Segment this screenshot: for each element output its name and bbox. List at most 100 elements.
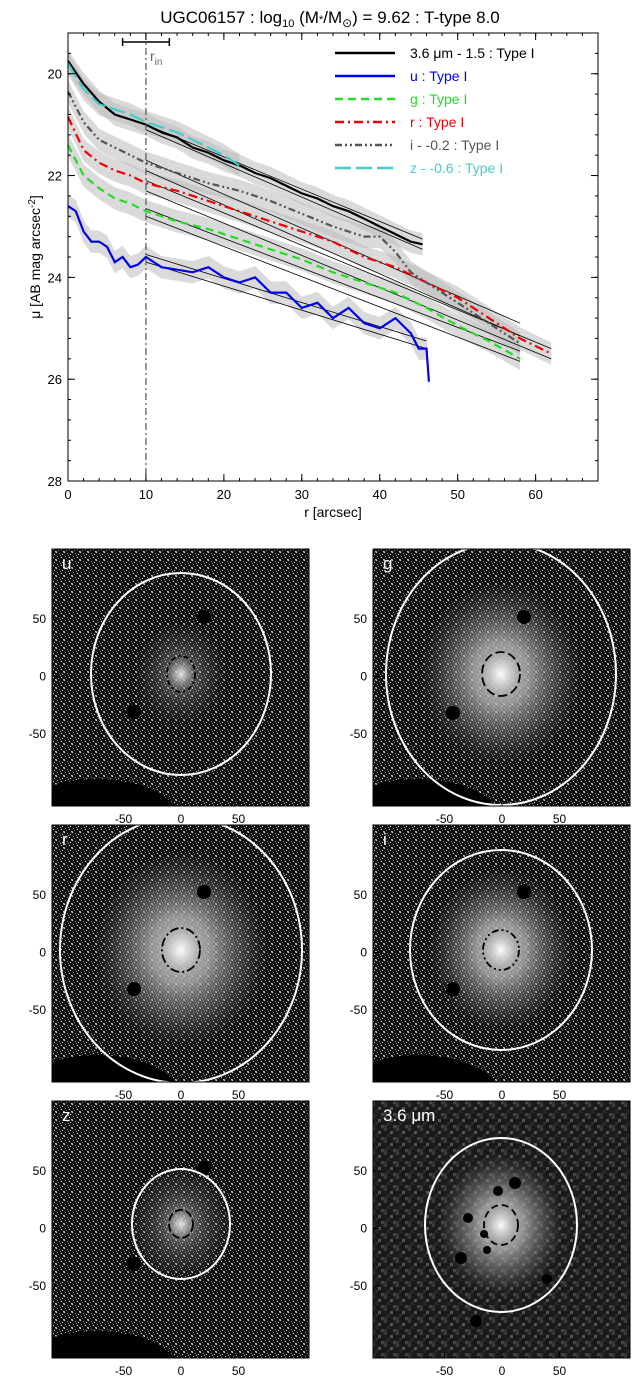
outer-ellipse <box>409 849 593 1051</box>
x-tick-label: 0 <box>64 487 71 502</box>
legend-label-1: u : Type I <box>410 68 467 84</box>
inner-ellipse <box>483 1204 519 1246</box>
masked-star-0 <box>197 1161 211 1175</box>
panel-y-tick-label: 0 <box>360 946 367 960</box>
panel-x-tick-label: -50 <box>436 1364 454 1377</box>
legend-label-3: r : Type I <box>410 114 464 130</box>
panel-x-tick-label: 50 <box>232 1088 246 1102</box>
series-line-2 <box>67 144 521 360</box>
panel-y-tick-label: 50 <box>354 612 368 626</box>
legend: 3.6 μm - 1.5 : Type I u : Type I g : Type … <box>335 45 535 176</box>
panel-image-5 <box>52 1101 309 1358</box>
panel-x-tick-label: 0 <box>499 812 506 826</box>
panel-label: r <box>62 830 68 849</box>
y-tick-label: 22 <box>48 169 62 184</box>
panel-4: i -50 0 50 50 0 -50 <box>350 824 631 1102</box>
panel-x-tick-label: -50 <box>436 812 454 826</box>
x-axis-label: r [arcsec] <box>304 504 362 520</box>
panel-y-tick-label: -50 <box>29 1279 47 1293</box>
legend-label-4: i - -0.2 : Type I <box>410 137 499 153</box>
masked-region <box>52 779 175 806</box>
masked-star-1 <box>446 706 460 720</box>
panel-image-2 <box>373 549 630 806</box>
band-0 <box>68 49 423 256</box>
x-tick-label: 20 <box>217 487 231 502</box>
masked-star-0 <box>509 1177 521 1189</box>
y-tick-label: 20 <box>48 67 62 82</box>
outer-ellipse <box>424 1137 578 1313</box>
legend-label-2: g : Type I <box>410 91 467 107</box>
profile-chart: UGC06157 : log10 (M*/M⊙) = 9.62 : T-type… <box>27 8 599 520</box>
uncertainty-bands <box>68 49 552 393</box>
masked-star-0 <box>197 610 211 624</box>
masked-star-1 <box>127 982 141 996</box>
series-line-0 <box>67 60 423 246</box>
masked-star-0 <box>517 885 531 899</box>
masked-star-2 <box>463 1213 473 1223</box>
panel-y-tick-label: -50 <box>29 1003 47 1017</box>
masked-region <box>52 1055 175 1082</box>
panel-y-tick-label: 50 <box>354 888 368 902</box>
fit-line-8 <box>145 159 521 324</box>
masked-star-5 <box>455 1252 467 1264</box>
x-tick-label: 10 <box>139 487 153 502</box>
fit-line-5 <box>145 215 521 362</box>
panel-x-tick-label: 50 <box>553 812 567 826</box>
panel-y-tick-label: 0 <box>360 670 367 684</box>
galaxy-core-glow <box>479 1200 523 1250</box>
panel-x-tick-label: -50 <box>115 812 133 826</box>
panel-1: u -50 0 50 50 0 -50 <box>29 548 310 826</box>
r-in-marker: rin <box>121 33 171 481</box>
fit-line-3 <box>145 261 427 350</box>
y-tick-label: 28 <box>48 474 62 489</box>
panel-label: g <box>383 554 392 573</box>
x-tick-label: 30 <box>295 487 309 502</box>
panel-y-tick-label: 50 <box>33 612 47 626</box>
galaxy-core-glow <box>165 656 197 692</box>
fit-lines <box>145 124 552 362</box>
panel-x-tick-label: -50 <box>115 1364 133 1377</box>
panel-x-tick-label: 50 <box>232 1364 246 1377</box>
fit-line-2 <box>145 254 427 342</box>
fit-line-1 <box>145 129 423 250</box>
x-tick-label: 50 <box>450 487 464 502</box>
axis-ticks: 0 10 20 30 40 50 60 20 22 24 26 28 <box>48 33 599 502</box>
masked-star-1 <box>127 705 141 719</box>
panel-label: u <box>62 554 71 573</box>
outer-ellipse <box>59 825 303 1082</box>
outer-ellipse <box>385 549 617 806</box>
panel-y-tick-label: -50 <box>350 1279 368 1293</box>
panel-x-tick-label: 50 <box>553 1364 567 1377</box>
galaxy-core-glow <box>151 916 211 984</box>
y-axis-label: μ [AB mag arcsec-2] <box>27 195 43 319</box>
panel-x-tick-label: -50 <box>436 1088 454 1102</box>
inner-ellipse <box>481 651 521 697</box>
inner-ellipse <box>161 927 201 973</box>
legend-label-5: z - -0.6 : Type I <box>410 160 503 176</box>
inner-ellipse <box>482 929 520 971</box>
legend-label-0: 3.6 μm - 1.5 : Type I <box>410 45 535 61</box>
fit-line-0 <box>145 124 423 240</box>
panel-y-tick-label: 0 <box>39 946 46 960</box>
fit-line-9 <box>145 170 521 337</box>
panel-image-6 <box>373 1101 630 1358</box>
fit-line-4 <box>145 208 521 352</box>
panel-y-tick-label: -50 <box>29 727 47 741</box>
masked-star-6 <box>542 1274 552 1284</box>
x-tick-label: 40 <box>373 487 387 502</box>
panel-y-tick-label: 50 <box>33 1164 47 1178</box>
masked-star-4 <box>483 1246 491 1254</box>
outer-ellipse <box>90 572 272 776</box>
panel-image-4 <box>373 825 630 1082</box>
panel-x-tick-label: 0 <box>499 1364 506 1377</box>
inner-ellipse <box>168 1209 194 1239</box>
panel-y-tick-label: -50 <box>350 727 368 741</box>
panel-y-tick-label: -50 <box>350 1003 368 1017</box>
masked-star-0 <box>517 610 531 624</box>
panel-5: z -50 0 50 50 0 -50 <box>29 1100 310 1378</box>
outer-ellipse <box>131 1168 231 1280</box>
panel-x-tick-label: 50 <box>553 1088 567 1102</box>
